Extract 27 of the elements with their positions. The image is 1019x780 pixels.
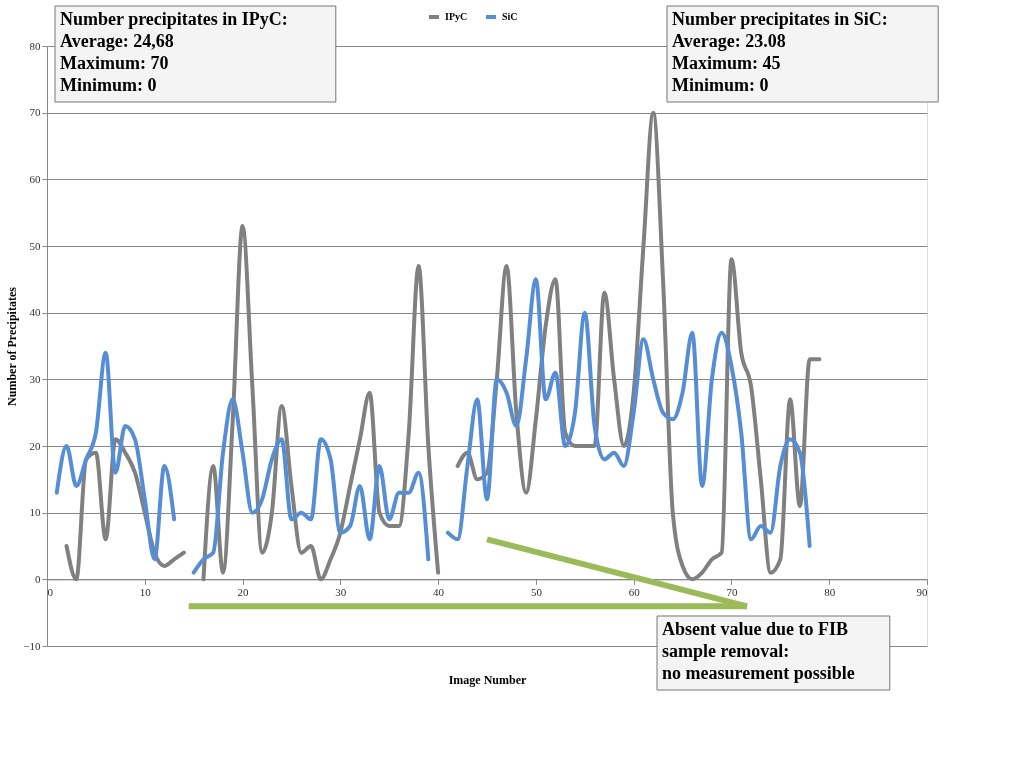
legend-label: IPyC [445,11,468,22]
annotation: Number precipitates in IPyC: Average: 24,68 Maximum: 70 Minimum: 0 [60,9,288,95]
y-tick-label: 10 [29,506,41,519]
x-tick-label: 70 [726,585,738,598]
y-tick-label: −10 [23,639,41,652]
x-axis-title: Image Number [448,672,527,687]
y-tick-label: 40 [29,306,41,319]
annotation: Number precipitates in SiC: Average: 23.08 Maximum: 45 Minimum: 0 [672,9,888,95]
x-tick-label: 90 [916,585,928,598]
y-tick-label: 80 [29,39,41,52]
x-tick-label: 20 [237,585,250,598]
y-tick-label: 30 [29,372,41,385]
legend-label: SiC [502,11,518,22]
y-tick-label: 50 [29,239,41,252]
x-tick-label: 40 [433,585,445,598]
x-tick-label: 10 [139,585,152,598]
x-tick-label: 50 [530,585,543,598]
y-tick-label: 60 [29,172,41,185]
y-tick-label: 70 [29,106,41,119]
x-tick-label: 30 [335,585,347,598]
x-tick-label: 0 [47,585,54,598]
annotation: Absent value due to FIB sample removal: no measurement possible [662,619,855,683]
y-axis-title: Number of Precipitates [5,286,20,406]
y-tick-label: 0 [35,572,41,585]
x-tick-label: 80 [824,585,836,598]
y-tick-label: 20 [29,439,41,452]
x-tick-label: 60 [628,585,641,598]
